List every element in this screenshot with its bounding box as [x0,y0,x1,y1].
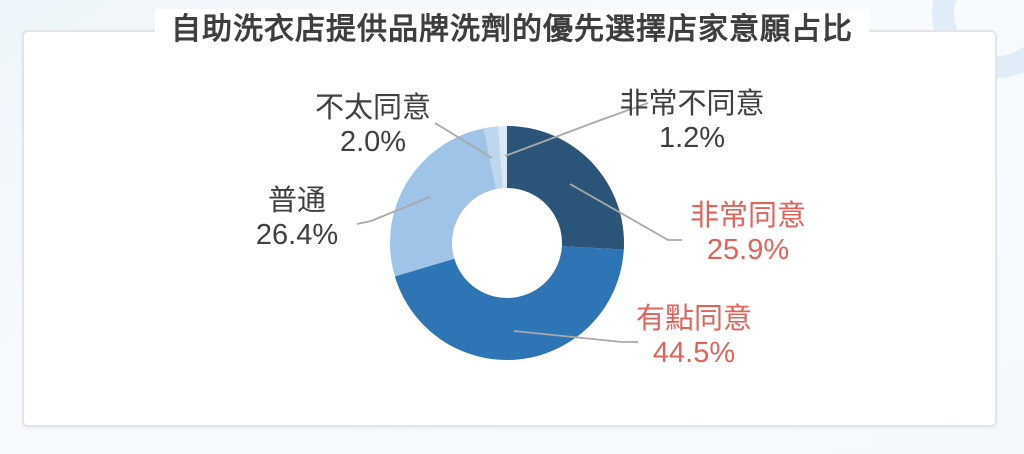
callout-label-somewhat-agree: 有點同意 44.5% [636,302,752,370]
callout-label-strongly-agree: 非常同意 25.9% [690,199,806,267]
segment-value: 2.0% [339,126,407,158]
donut-slice [507,126,624,250]
callout-label-somewhat-disagree: 不太同意 2.0% [315,91,431,159]
segment-label: 非常同意 [689,200,807,232]
callout-label-neutral: 普通 26.4% [256,184,338,252]
leader-line [504,102,649,157]
leader-line [434,122,493,159]
segment-label: 非常不同意 [619,88,765,120]
segment-value: 26.4% [255,219,339,251]
chart-title: 自助洗衣店提供品牌洗劑的優先選擇店家意願占比 [155,9,869,51]
segment-label: 有點同意 [635,303,753,335]
segment-value: 44.5% [652,337,736,369]
chart-card [22,30,997,427]
segment-label: 不太同意 [314,92,432,124]
segment-value: 25.9% [706,234,790,266]
segment-label: 普通 [267,185,327,217]
leader-line [356,196,431,225]
donut-slice [390,128,497,277]
segment-value: 1.2% [658,122,726,154]
donut-slice [394,246,624,361]
leader-line [513,330,638,343]
donut-slice [498,126,507,189]
leader-line [569,183,682,241]
donut-slice [483,126,503,190]
callout-label-strongly-disagree: 非常不同意 1.2% [619,87,764,155]
